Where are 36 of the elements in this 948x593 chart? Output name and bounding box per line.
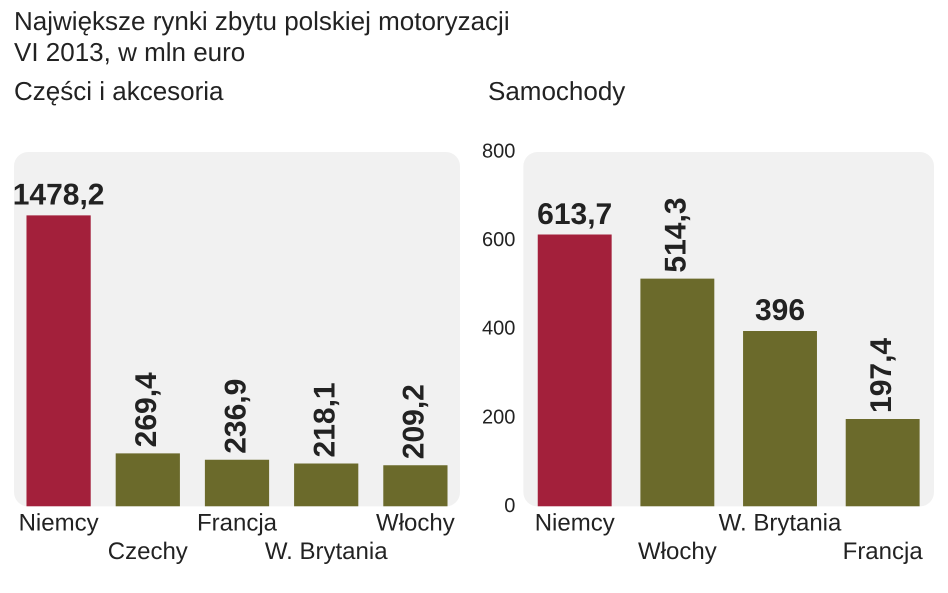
chart-subtitle: VI 2013, w mln euro (14, 37, 246, 68)
data-label: 269,4 (130, 372, 164, 448)
y-tick-label: 800 (482, 140, 516, 163)
y-tick-label: 400 (482, 318, 516, 340)
x-tick-label: Niemcy (18, 509, 99, 536)
x-axis-title: Samochody (487, 75, 626, 108)
data-label: 236,9 (219, 378, 252, 454)
data-label: 197,4 (864, 338, 898, 413)
x-tick-label: Włochy (638, 538, 717, 566)
bar (383, 465, 448, 506)
bar (538, 234, 612, 506)
x-tick-label: Niemcy (534, 509, 615, 536)
bar (204, 460, 270, 506)
y-tick-label: 0 (504, 494, 516, 517)
data-label: 396 (754, 294, 806, 328)
bar (743, 330, 817, 506)
data-label: 218,1 (308, 382, 342, 458)
x-tick-label: W. Brytania (264, 538, 388, 566)
bar (846, 418, 920, 506)
bar (294, 463, 358, 506)
y-tick-label: 200 (482, 406, 516, 428)
x-tick-label: W. Brytania (718, 509, 842, 536)
x-tick-label: Czechy (108, 538, 188, 566)
data-label: 1478,2 (12, 178, 104, 212)
data-label: 613,7 (537, 198, 612, 231)
x-axis-title: Części i akcesoria (13, 75, 225, 108)
data-label: 514,3 (660, 197, 693, 273)
data-label: 209,2 (398, 384, 431, 460)
x-tick-label: Francja (196, 509, 278, 536)
bar (640, 278, 714, 506)
chart-title: Największe rynki zbytu polskiej motoryzacji (14, 6, 511, 37)
x-tick-label: Francja (842, 538, 924, 566)
bar (26, 215, 91, 506)
y-tick-label: 600 (482, 229, 516, 252)
x-tick-label: Włochy (376, 509, 455, 536)
bar (116, 453, 180, 506)
